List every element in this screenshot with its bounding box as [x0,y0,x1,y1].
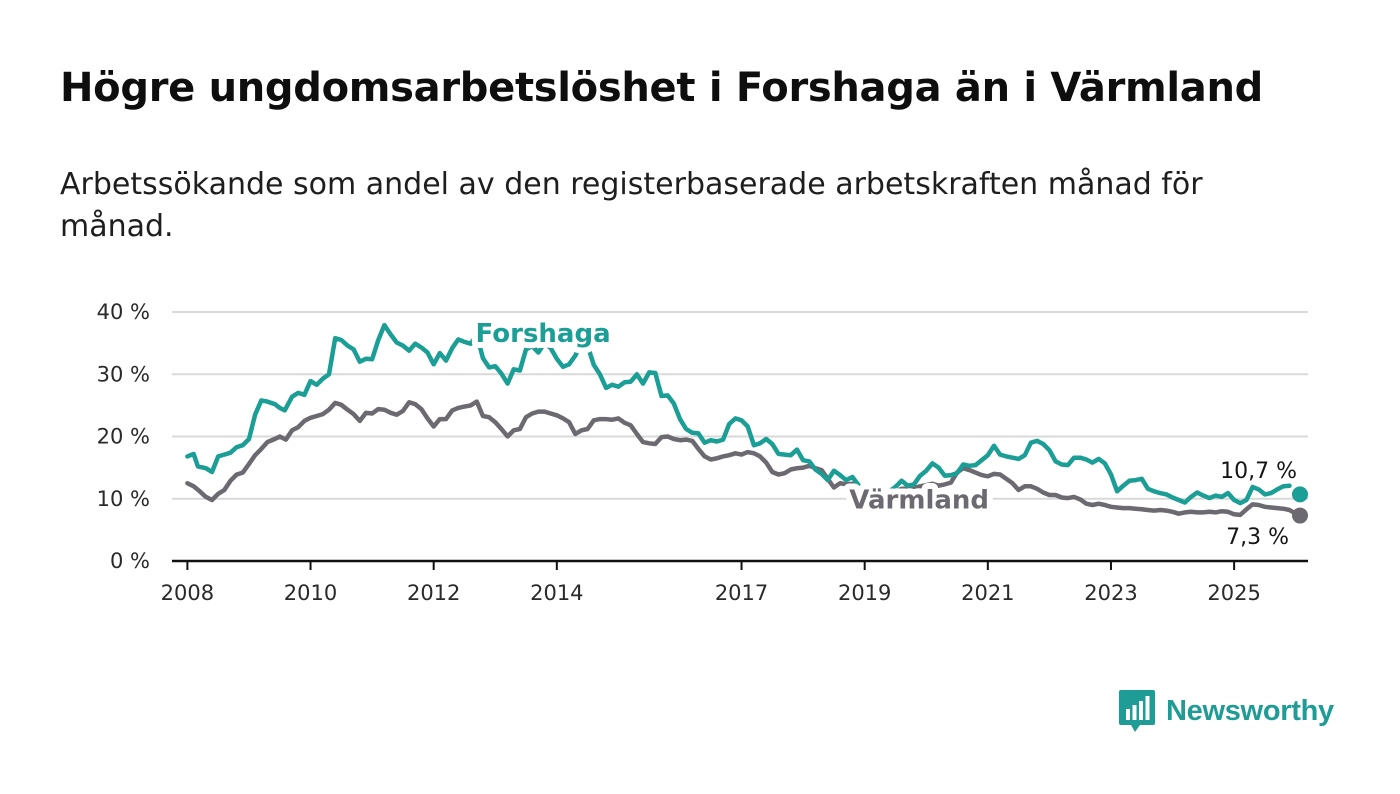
series-label-forshaga: Forshaga [476,319,611,349]
bar-chart-logo-icon [1119,690,1155,732]
y-tick-label: 20 % [97,425,150,449]
gridlines [172,311,1308,500]
x-tick-label: 2023 [1084,581,1137,605]
end-markers: 10,7 % 7,3 % [1220,459,1308,550]
y-tick-label: 40 % [97,300,150,324]
x-tick-label: 2010 [284,581,337,605]
series-line-forshaga [185,322,1292,506]
y-tick-label: 0 % [110,549,150,573]
y-axis-ticks: 0 % 10 % 20 % 30 % 40 % [97,300,150,573]
y-tick-label: 30 % [97,362,150,386]
brand-name: Newsworthy [1166,694,1334,727]
newsworthy-brand[interactable]: Newsworthy [1118,688,1334,734]
chart-subtitle: Arbetssökande som andel av den registerb… [60,167,1203,244]
x-axis-ticks: 2008 2010 2012 2014 2017 2019 2021 2023 2025 [161,561,1261,605]
x-tick-label: 2012 [407,581,460,605]
series-line-varmland [185,399,1303,518]
x-tick-label: 2014 [530,581,583,605]
series-lines [185,322,1303,518]
x-tick-label: 2021 [961,581,1014,605]
x-tick-label: 2019 [838,581,891,605]
end-dot-forshaga [1291,486,1308,503]
x-tick-label: 2025 [1207,581,1260,605]
y-tick-label: 10 % [97,487,150,511]
x-tick-label: 2017 [715,581,768,605]
x-tick-label: 2008 [161,581,214,605]
series-label-varmland: Värmland [849,486,989,516]
chart-title: Högre ungdomsarbetslöshet i Forshaga än … [60,65,1264,111]
series-labels: Forshaga Värmland [470,313,995,522]
end-label-forshaga: 10,7 % [1220,459,1297,484]
end-label-varmland: 7,3 % [1226,525,1289,550]
end-dot-varmland [1291,507,1308,524]
